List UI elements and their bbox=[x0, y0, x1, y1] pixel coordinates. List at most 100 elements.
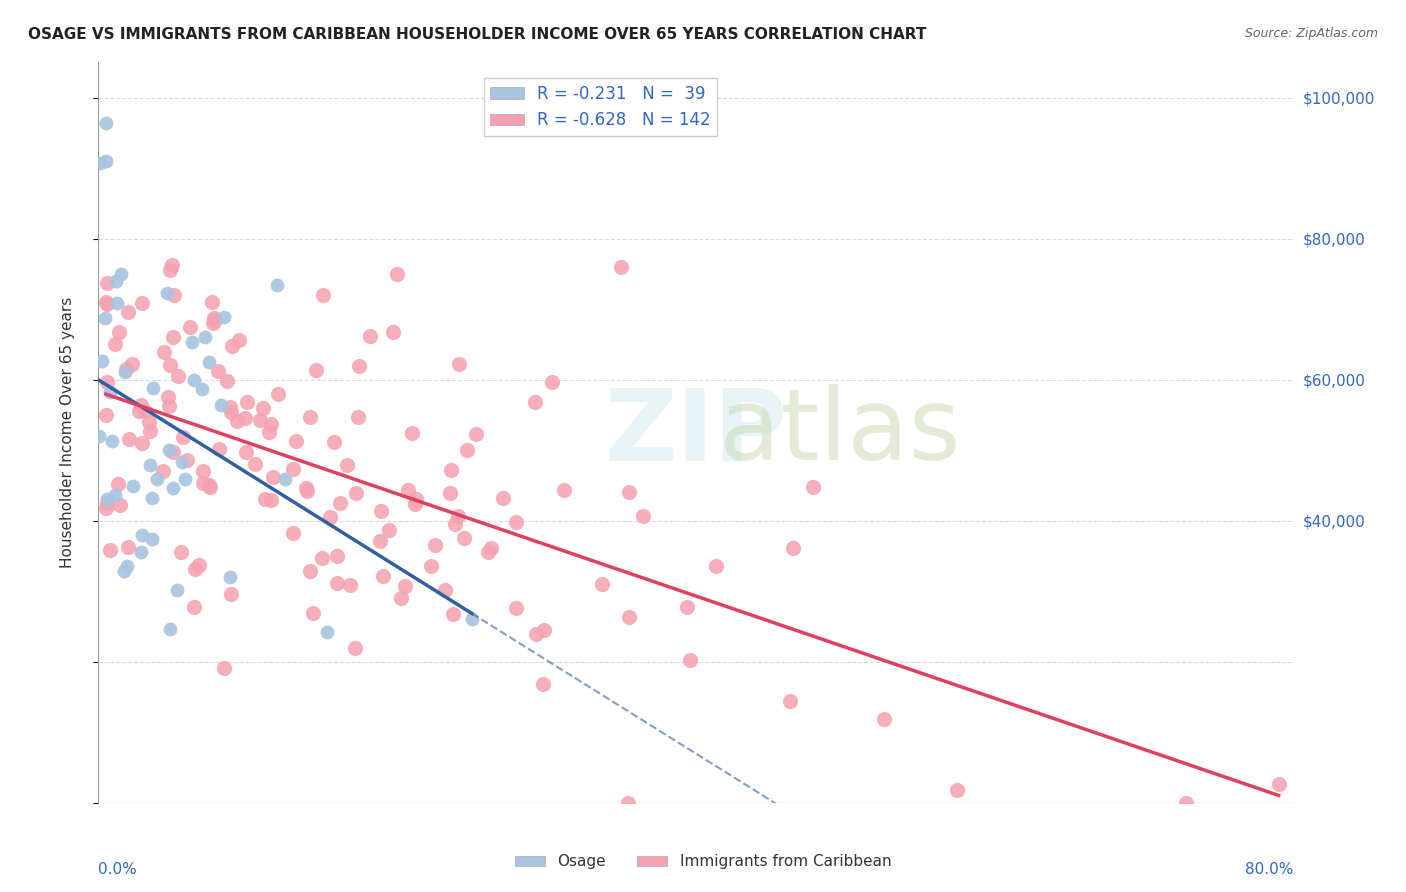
Point bbox=[253, 492, 276, 507]
Point bbox=[343, 641, 366, 656]
Point bbox=[420, 559, 443, 574]
Point bbox=[368, 534, 391, 549]
Point bbox=[212, 661, 235, 675]
Point bbox=[439, 486, 461, 500]
Point bbox=[91, 353, 114, 368]
Point bbox=[104, 337, 127, 351]
Point bbox=[401, 425, 423, 440]
Point bbox=[377, 523, 399, 537]
Point bbox=[235, 445, 257, 459]
Text: atlas: atlas bbox=[718, 384, 960, 481]
Point bbox=[157, 399, 180, 413]
Point bbox=[349, 359, 371, 374]
Point bbox=[1174, 796, 1197, 810]
Point bbox=[96, 297, 118, 311]
Point bbox=[94, 500, 117, 515]
Point bbox=[194, 330, 217, 344]
Point bbox=[134, 403, 156, 417]
Point bbox=[183, 373, 205, 387]
Point bbox=[311, 551, 333, 566]
Point bbox=[156, 285, 179, 300]
Point bbox=[299, 564, 322, 578]
Point bbox=[108, 498, 131, 512]
Point bbox=[447, 357, 470, 371]
Point bbox=[181, 334, 204, 349]
Point bbox=[782, 541, 804, 555]
Point bbox=[274, 472, 297, 486]
Point bbox=[183, 600, 205, 615]
Point bbox=[262, 470, 284, 484]
Point bbox=[188, 558, 211, 572]
Point bbox=[326, 576, 349, 591]
Point bbox=[524, 627, 547, 641]
Point bbox=[260, 492, 283, 507]
Point bbox=[219, 586, 242, 600]
Point bbox=[110, 267, 132, 281]
Point bbox=[344, 485, 367, 500]
Point bbox=[396, 483, 419, 498]
Point bbox=[173, 472, 195, 486]
Point bbox=[202, 310, 225, 325]
Point bbox=[249, 413, 271, 427]
Point bbox=[284, 434, 307, 449]
Point bbox=[266, 278, 288, 293]
Point bbox=[305, 363, 328, 377]
Point bbox=[131, 528, 153, 542]
Point bbox=[295, 481, 318, 495]
Point bbox=[146, 472, 169, 486]
Point bbox=[87, 428, 110, 442]
Point bbox=[326, 549, 349, 563]
Point bbox=[461, 612, 484, 626]
Point bbox=[619, 609, 641, 624]
Point bbox=[98, 384, 121, 399]
Point bbox=[228, 333, 250, 347]
Text: 80.0%: 80.0% bbox=[1246, 862, 1294, 877]
Point bbox=[170, 545, 193, 559]
Point bbox=[160, 259, 183, 273]
Point bbox=[394, 579, 416, 593]
Point bbox=[257, 425, 280, 440]
Point bbox=[679, 653, 702, 667]
Point bbox=[121, 357, 143, 371]
Point bbox=[235, 395, 257, 409]
Point bbox=[319, 510, 342, 524]
Point bbox=[108, 325, 131, 339]
Point bbox=[157, 443, 180, 458]
Point bbox=[347, 410, 370, 425]
Point bbox=[633, 509, 655, 524]
Point bbox=[163, 288, 186, 302]
Point bbox=[157, 390, 180, 404]
Point bbox=[533, 676, 555, 690]
Point bbox=[94, 408, 117, 422]
Point bbox=[94, 154, 117, 169]
Point bbox=[117, 540, 139, 554]
Point bbox=[129, 545, 152, 559]
Point bbox=[94, 310, 117, 325]
Legend: Osage, Immigrants from Caribbean: Osage, Immigrants from Caribbean bbox=[509, 848, 897, 875]
Point bbox=[159, 622, 181, 636]
Point bbox=[179, 319, 201, 334]
Point bbox=[115, 559, 138, 574]
Point bbox=[152, 345, 174, 359]
Point bbox=[209, 398, 232, 412]
Point bbox=[184, 562, 207, 576]
Point bbox=[803, 480, 825, 494]
Point bbox=[260, 417, 283, 432]
Text: Source: ZipAtlas.com: Source: ZipAtlas.com bbox=[1244, 27, 1378, 40]
Point bbox=[118, 432, 141, 446]
Point bbox=[370, 504, 392, 518]
Point bbox=[107, 296, 129, 310]
Point bbox=[523, 395, 546, 409]
Point bbox=[96, 375, 118, 389]
Point bbox=[266, 387, 288, 401]
Point bbox=[141, 532, 163, 546]
Point bbox=[112, 565, 135, 579]
Point bbox=[675, 599, 697, 614]
Point bbox=[114, 365, 136, 379]
Point bbox=[873, 712, 896, 726]
Point bbox=[218, 401, 240, 415]
Point bbox=[200, 480, 222, 494]
Point bbox=[391, 591, 413, 605]
Point bbox=[129, 398, 152, 412]
Point bbox=[141, 491, 163, 506]
